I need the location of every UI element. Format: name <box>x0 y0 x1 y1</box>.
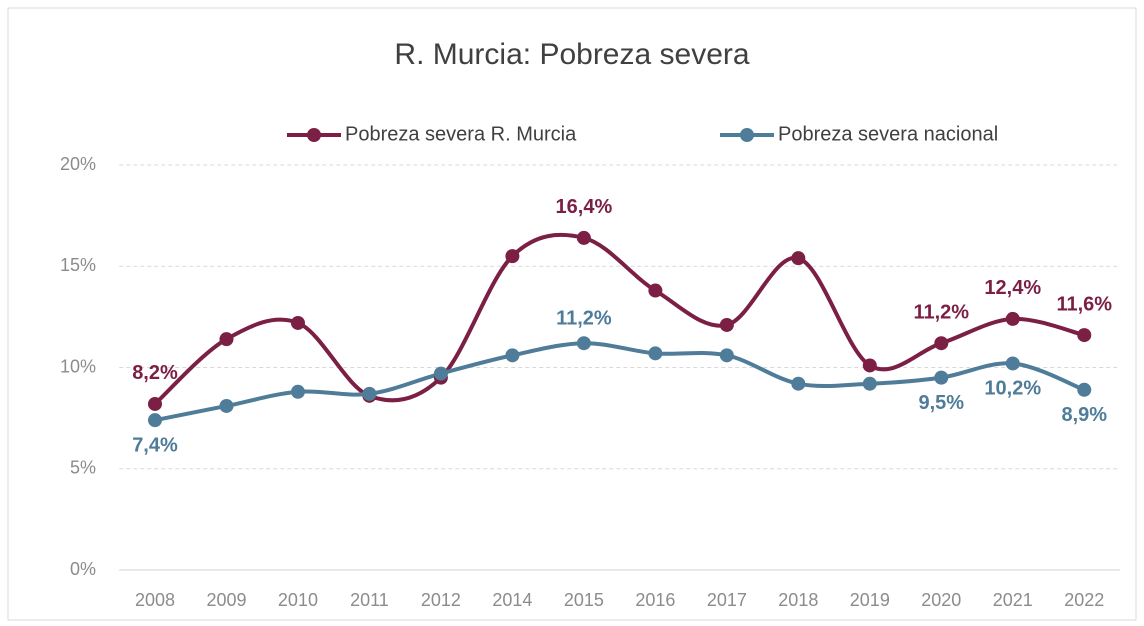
data-point <box>147 396 162 411</box>
data-point <box>719 348 734 363</box>
data-label: 11,2% <box>913 301 969 323</box>
data-point <box>1005 356 1020 371</box>
x-tick-label: 2019 <box>850 590 890 610</box>
data-point <box>934 336 949 351</box>
data-point <box>576 336 591 351</box>
x-tick-label: 2022 <box>1064 590 1104 610</box>
data-point <box>1077 328 1092 343</box>
legend-label: Pobreza severa R. Murcia <box>345 123 577 145</box>
data-point <box>505 348 520 363</box>
data-point <box>505 249 520 264</box>
x-tick-label: 2021 <box>993 590 1033 610</box>
data-label: 10,2% <box>984 378 1041 400</box>
data-point <box>290 315 305 330</box>
data-point <box>791 251 806 266</box>
data-label: 8,2% <box>132 362 178 384</box>
data-point <box>934 370 949 385</box>
data-point <box>219 398 234 413</box>
data-point <box>648 346 663 361</box>
series-line <box>153 232 1085 406</box>
x-tick-label: 2014 <box>492 590 532 610</box>
data-point <box>362 386 377 401</box>
legend-marker <box>740 128 754 142</box>
data-point <box>290 384 305 399</box>
data-point <box>719 317 734 332</box>
data-point <box>576 230 591 245</box>
y-tick-label: 20% <box>60 154 96 174</box>
y-tick-label: 0% <box>70 559 96 579</box>
y-tick-label: 15% <box>60 255 96 275</box>
legend-label: Pobreza severa nacional <box>778 123 998 145</box>
data-point <box>1077 382 1092 397</box>
data-point <box>648 283 663 298</box>
x-tick-label: 2012 <box>421 590 461 610</box>
data-point <box>862 358 877 373</box>
data-point <box>433 366 448 381</box>
data-point <box>791 376 806 391</box>
data-point <box>219 332 234 347</box>
data-label: 11,6% <box>1056 293 1112 315</box>
y-tick-label: 5% <box>70 458 96 478</box>
x-tick-label: 2016 <box>635 590 675 610</box>
data-label: 7,4% <box>132 434 178 456</box>
x-tick-label: 2008 <box>135 590 175 610</box>
chart-frame <box>7 7 1137 621</box>
data-label: 12,4% <box>984 277 1041 299</box>
data-label: 11,2% <box>556 307 612 329</box>
x-tick-label: 2017 <box>707 590 747 610</box>
legend-marker <box>307 128 321 142</box>
x-tick-label: 2010 <box>278 590 318 610</box>
y-tick-label: 10% <box>60 356 96 376</box>
x-tick-label: 2020 <box>921 590 961 610</box>
data-label: 9,5% <box>918 392 964 414</box>
x-tick-label: 2018 <box>778 590 818 610</box>
data-label: 16,4% <box>556 196 613 218</box>
data-point <box>147 413 162 428</box>
data-point <box>1005 311 1020 326</box>
data-label: 8,9% <box>1061 404 1107 426</box>
data-point <box>862 376 877 391</box>
x-tick-label: 2011 <box>350 590 389 610</box>
x-tick-label: 2009 <box>206 590 246 610</box>
x-tick-label: 2015 <box>564 590 604 610</box>
chart-title: R. Murcia: Pobreza severa <box>394 38 749 71</box>
